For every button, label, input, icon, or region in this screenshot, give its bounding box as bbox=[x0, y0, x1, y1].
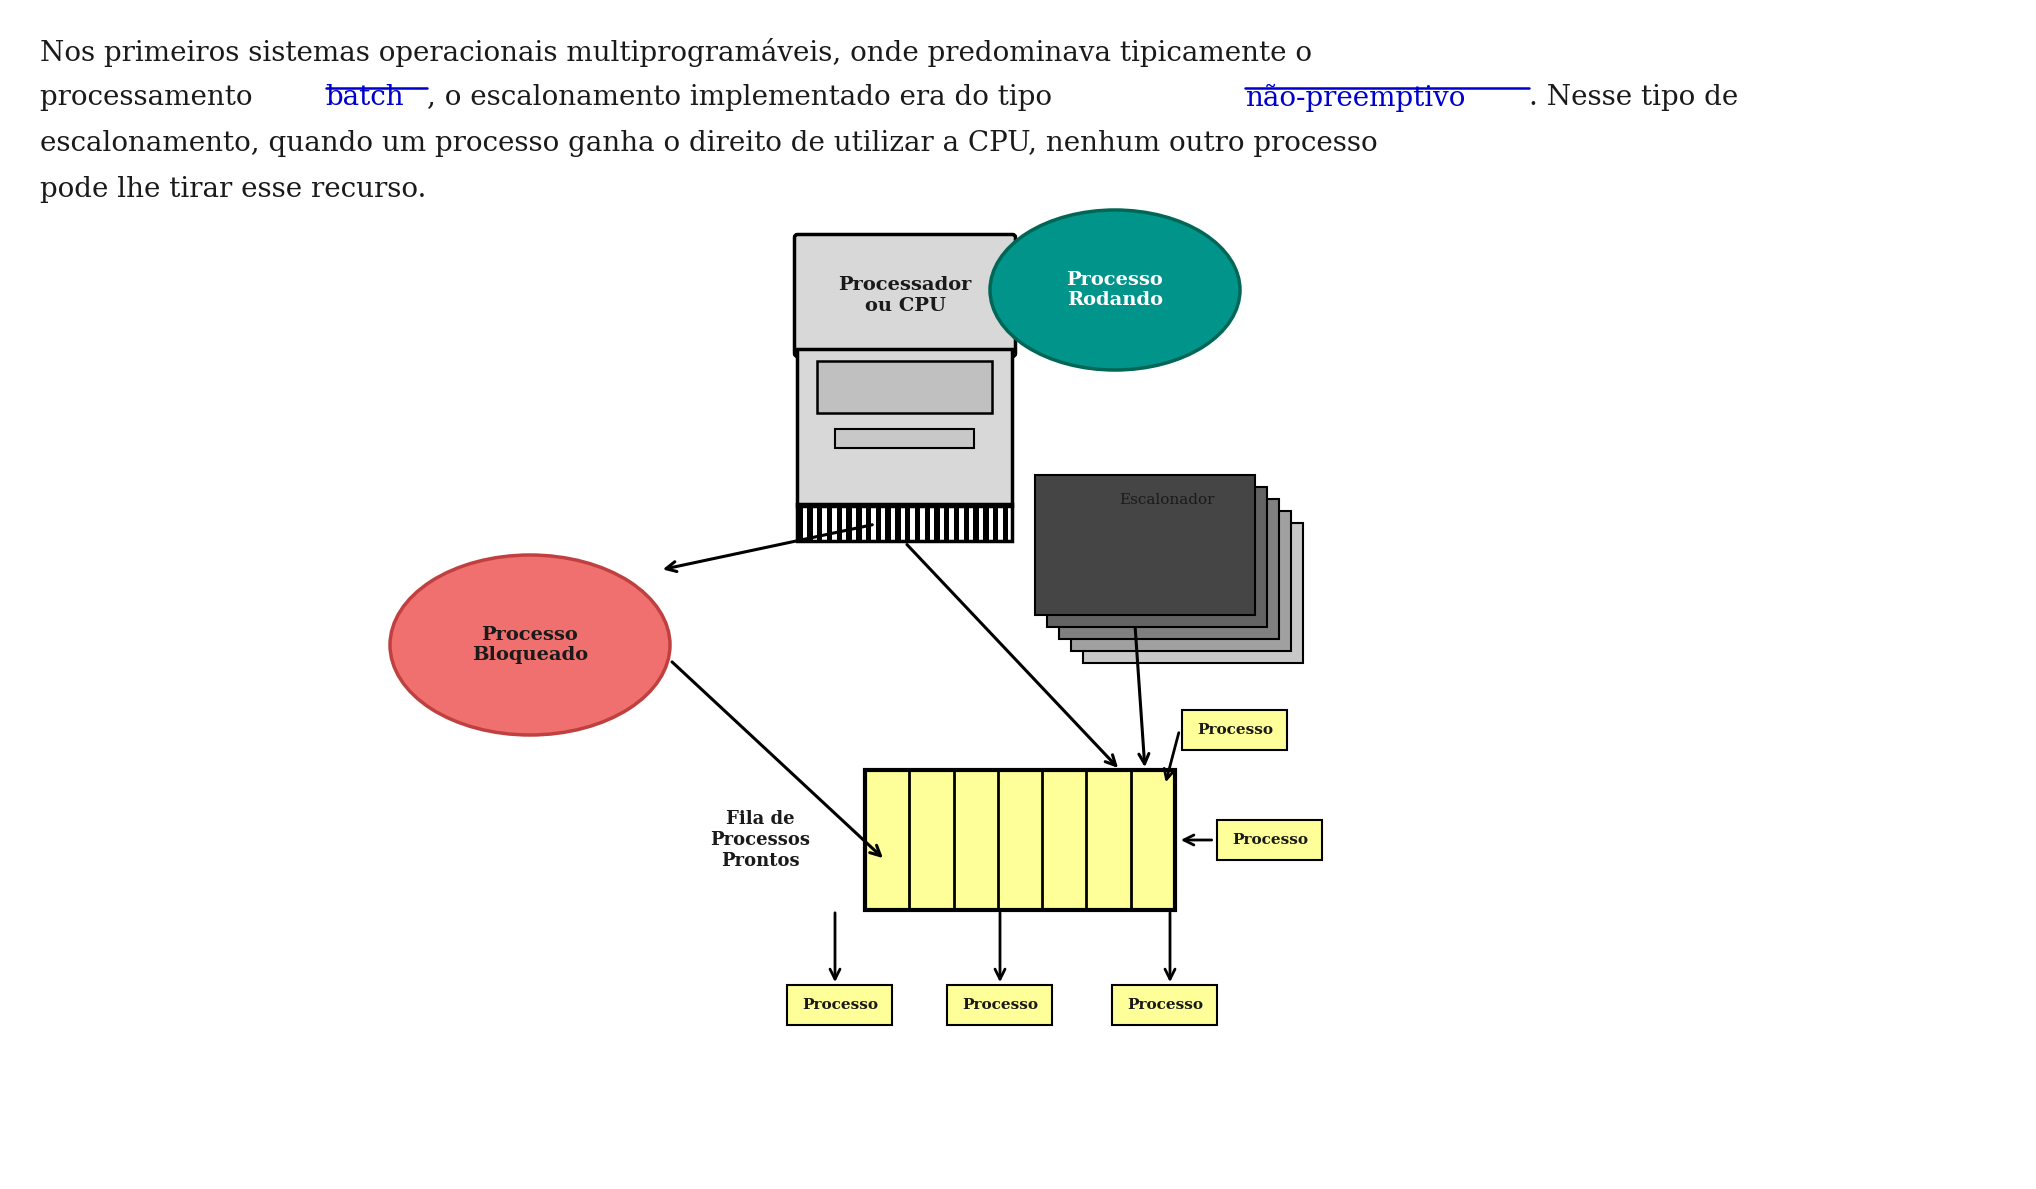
Bar bbox=[875, 504, 882, 541]
Text: processamento: processamento bbox=[41, 84, 261, 111]
Text: Processo: Processo bbox=[961, 998, 1038, 1012]
Text: Nos primeiros sistemas operacionais multiprogramáveis, onde predominava tipicame: Nos primeiros sistemas operacionais mult… bbox=[41, 38, 1311, 67]
Bar bbox=[945, 504, 949, 541]
Bar bbox=[798, 504, 802, 541]
Bar bbox=[1218, 820, 1323, 860]
Bar bbox=[1002, 504, 1008, 541]
Text: não-preemptivo: não-preemptivo bbox=[1244, 84, 1466, 112]
Bar bbox=[1112, 984, 1218, 1025]
Bar bbox=[837, 504, 843, 541]
Bar bbox=[983, 504, 989, 541]
Bar bbox=[914, 504, 920, 541]
Bar bbox=[798, 350, 1012, 505]
Bar bbox=[1034, 474, 1254, 615]
Bar bbox=[963, 504, 969, 541]
Text: pode lhe tirar esse recurso.: pode lhe tirar esse recurso. bbox=[41, 176, 426, 203]
Bar bbox=[1183, 710, 1287, 750]
Text: escalonamento, quando um processo ganha o direito de utilizar a CPU, nenhum outr: escalonamento, quando um processo ganha … bbox=[41, 130, 1378, 157]
Ellipse shape bbox=[989, 210, 1240, 370]
Text: Processo: Processo bbox=[1197, 723, 1272, 737]
Bar bbox=[827, 504, 833, 541]
Bar bbox=[1059, 499, 1279, 638]
Bar bbox=[816, 504, 823, 541]
Bar bbox=[806, 504, 812, 541]
Bar bbox=[1071, 511, 1291, 652]
Bar bbox=[835, 428, 975, 448]
Bar bbox=[788, 984, 892, 1025]
Text: Fila de
Processos
Prontos: Fila de Processos Prontos bbox=[711, 810, 810, 870]
Bar bbox=[935, 504, 941, 541]
Bar bbox=[865, 770, 1175, 910]
Text: Processo: Processo bbox=[1128, 998, 1203, 1012]
Ellipse shape bbox=[391, 555, 670, 735]
Bar bbox=[924, 504, 930, 541]
Bar bbox=[798, 504, 1012, 541]
FancyBboxPatch shape bbox=[794, 234, 1016, 357]
Text: Processo: Processo bbox=[802, 998, 878, 1012]
Bar bbox=[865, 504, 871, 541]
Bar bbox=[818, 361, 992, 414]
Bar bbox=[947, 984, 1053, 1025]
Text: Escalonador: Escalonador bbox=[1120, 493, 1215, 507]
Bar bbox=[886, 504, 892, 541]
Bar bbox=[896, 504, 900, 541]
Text: . Nesse tipo de: . Nesse tipo de bbox=[1529, 84, 1739, 111]
Text: Processo
Bloqueado: Processo Bloqueado bbox=[472, 625, 588, 665]
Text: , o escalonamento implementado era do tipo: , o escalonamento implementado era do ti… bbox=[428, 84, 1061, 111]
Bar bbox=[904, 504, 910, 541]
Bar bbox=[1083, 523, 1303, 663]
Bar bbox=[973, 504, 979, 541]
Text: Processador
ou CPU: Processador ou CPU bbox=[839, 276, 971, 315]
Bar bbox=[1047, 487, 1266, 627]
Bar bbox=[994, 504, 998, 541]
Text: Processo: Processo bbox=[1232, 833, 1307, 847]
Bar bbox=[953, 504, 959, 541]
Text: Processo
Rodando: Processo Rodando bbox=[1067, 271, 1163, 309]
Text: batch: batch bbox=[326, 84, 405, 111]
Bar bbox=[847, 504, 851, 541]
Bar bbox=[855, 504, 861, 541]
